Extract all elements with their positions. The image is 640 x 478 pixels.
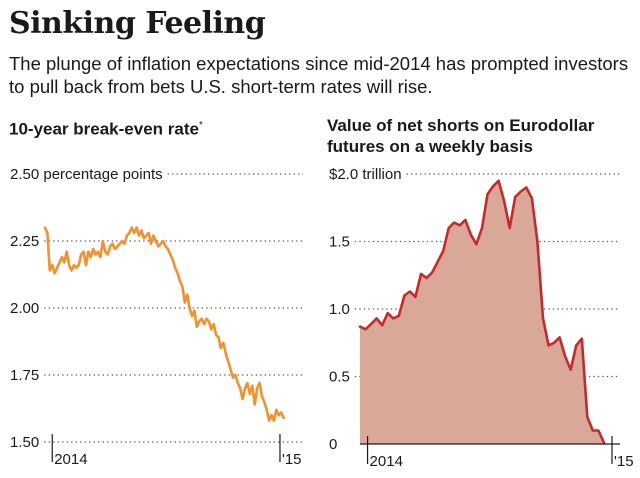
y-tick-label: $2.0 trillion: [329, 166, 402, 183]
y-tick-label: 2.50 percentage points: [10, 166, 163, 183]
x-tick-label: 2014: [54, 451, 87, 468]
right-chart-title: Value of net shorts on Eurodollar future…: [327, 116, 595, 156]
page-subtitle: The plunge of inflation expectations sin…: [9, 53, 629, 97]
y-tick-label: 1.0: [329, 301, 350, 318]
x-tick-label: '15: [614, 453, 634, 470]
y-tick-label: 2.25: [10, 233, 39, 250]
series-line: [43, 226, 285, 422]
left-chart-title-text: 10-year break-even rate: [9, 119, 199, 139]
y-tick-label: 2.00: [10, 300, 39, 317]
series-line: [358, 179, 606, 444]
page-title: Sinking Feeling: [9, 6, 266, 41]
x-tick-label: '15: [282, 451, 302, 468]
x-tick-label: 2014: [370, 453, 403, 470]
y-tick-label: 1.50: [10, 434, 39, 451]
y-tick-label: 0: [329, 436, 337, 453]
series-area: [360, 180, 604, 445]
y-tick-label: 1.75: [10, 367, 39, 384]
y-tick-label: 0.5: [329, 369, 350, 386]
left-chart-title: 10-year break-even rate*: [9, 115, 203, 140]
footnote-marker: *: [198, 120, 203, 131]
y-tick-label: 1.5: [329, 234, 350, 251]
